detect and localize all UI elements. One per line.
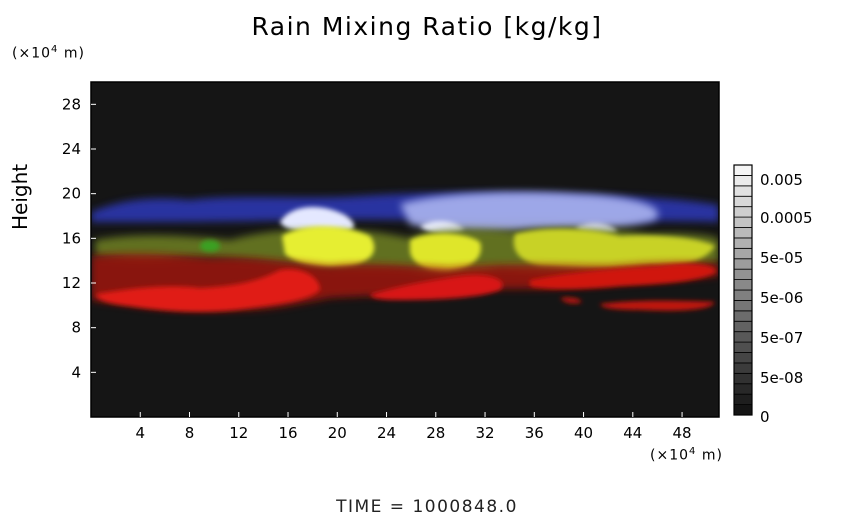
x-tick-label: 24 xyxy=(377,424,396,442)
x-tick-label: 28 xyxy=(426,424,445,442)
colorbar-step xyxy=(733,216,753,228)
chart-title: Rain Mixing Ratio [kg/kg] xyxy=(251,12,603,41)
red-core-3 xyxy=(530,264,716,289)
colorbar-step xyxy=(733,289,753,301)
x-tick-label: 48 xyxy=(673,424,692,442)
colorbar-step xyxy=(733,258,753,270)
x-tick-label: 20 xyxy=(328,424,347,442)
red-core-1 xyxy=(96,269,320,312)
y-tick-label: 24 xyxy=(62,140,81,158)
colorbar-step xyxy=(733,341,753,353)
rain-field xyxy=(91,192,719,312)
colorbar-step xyxy=(733,393,753,405)
x-tick-label: 16 xyxy=(278,424,297,442)
colorbar-step xyxy=(733,227,753,239)
yellow-core-2 xyxy=(410,233,481,272)
colorbar-step xyxy=(733,372,753,385)
y-axis: 4 8 12 16 20 24 28 xyxy=(62,95,96,381)
colorbar: 0.005 0.0005 5e-05 5e-06 5e-07 5e-08 0 xyxy=(733,164,813,426)
plot-border xyxy=(90,81,720,418)
x-tick-label: 32 xyxy=(475,424,494,442)
colorbar-step xyxy=(733,195,753,208)
y-tick-label: 8 xyxy=(71,319,81,337)
colorbar-step xyxy=(733,331,753,343)
y-tick-label: 12 xyxy=(62,274,81,292)
y-tick-label: 4 xyxy=(71,363,81,381)
colorbar-step xyxy=(733,310,753,322)
y-unit-label: (×104 m) xyxy=(12,44,85,62)
yellow-core-3 xyxy=(513,228,715,270)
colorbar-step xyxy=(733,247,753,260)
colorbar-label: 5e-07 xyxy=(760,329,803,347)
y-tick-label: 16 xyxy=(62,229,81,247)
colorbar-label: 0.0005 xyxy=(760,209,813,227)
colorbar-step xyxy=(733,268,753,280)
colorbar-step xyxy=(733,300,753,312)
colorbar-label: 0 xyxy=(760,408,770,426)
colorbar-step xyxy=(733,206,753,218)
time-label: TIME = 1000848.0 xyxy=(336,497,518,517)
colorbar-step xyxy=(733,404,753,416)
red-core-2 xyxy=(370,274,503,300)
green-spot xyxy=(200,240,220,252)
y-tick-label: 28 xyxy=(62,95,81,113)
x-axis: 4 8 12 16 20 24 28 32 36 40 44 48 xyxy=(135,412,692,442)
colorbar-step xyxy=(733,362,753,374)
colorbar-step xyxy=(733,175,753,187)
yellow-core-1 xyxy=(282,226,375,268)
colorbar-label: 5e-06 xyxy=(760,289,803,307)
red-core-4 xyxy=(600,300,715,311)
x-tick-label: 4 xyxy=(135,424,145,442)
x-unit-label: (×104 m) xyxy=(650,446,723,464)
x-tick-label: 36 xyxy=(525,424,544,442)
colorbar-step xyxy=(733,320,753,333)
white-top-2 xyxy=(400,192,659,232)
x-tick-label: 12 xyxy=(229,424,248,442)
colorbar-step xyxy=(733,383,753,395)
colorbar-label: 5e-08 xyxy=(760,369,803,387)
colorbar-label: 5e-05 xyxy=(760,249,803,267)
colorbar-label: 0.005 xyxy=(760,171,803,189)
colorbar-frame xyxy=(733,164,753,416)
colorbar-step xyxy=(733,164,753,176)
x-tick-label: 8 xyxy=(185,424,195,442)
x-tick-label: 40 xyxy=(574,424,593,442)
x-tick-label: 44 xyxy=(623,424,642,442)
colorbar-step xyxy=(733,185,753,197)
y-tick-label: 20 xyxy=(62,185,81,203)
colorbar-step xyxy=(733,237,753,249)
colorbar-step xyxy=(733,279,753,291)
red-core-5 xyxy=(560,297,582,304)
colorbar-step xyxy=(733,352,753,364)
